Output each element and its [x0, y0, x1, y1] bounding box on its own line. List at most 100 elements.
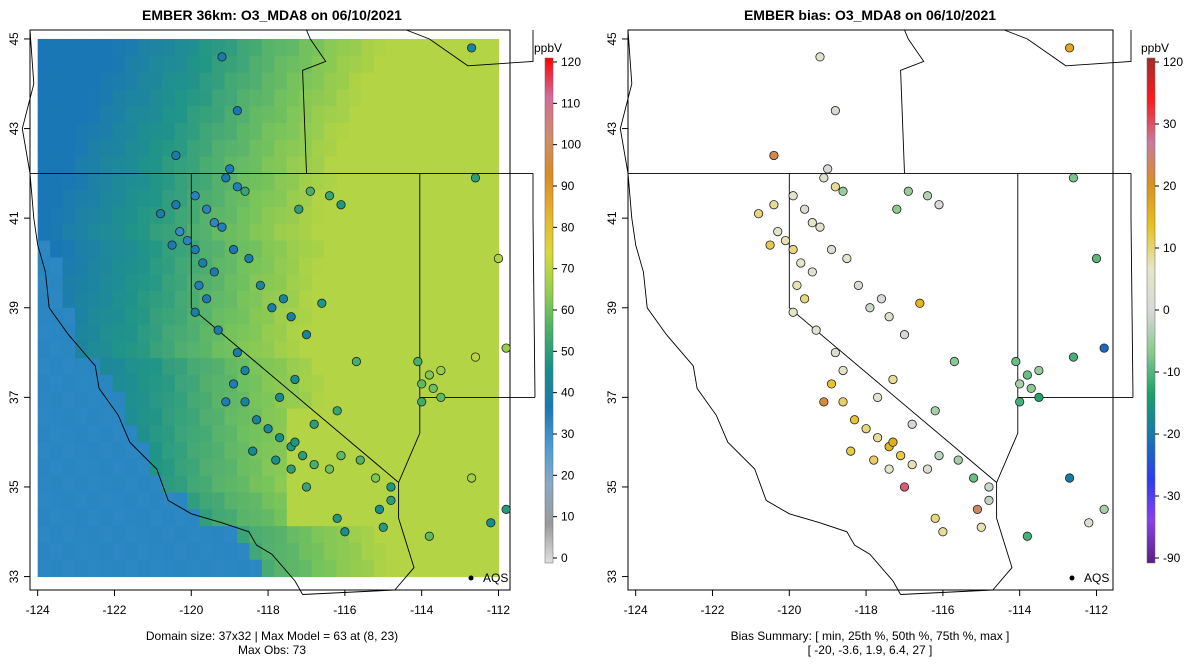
bias-site-marker [800, 294, 810, 304]
right-y-axis: 45 43 41 39 37 35 33 [605, 32, 628, 583]
obs-site-marker [374, 504, 385, 514]
obs-site-marker [470, 173, 481, 183]
obs-site-marker [155, 209, 166, 219]
obs-site-marker [190, 244, 200, 255]
obs-site-marker [332, 406, 342, 416]
obs-site-marker [167, 240, 177, 250]
y-tick-label: 43 [7, 122, 21, 136]
bias-site-marker [823, 164, 833, 174]
bias-site-marker [807, 267, 817, 277]
bias-site-marker [838, 397, 848, 407]
bias-site-marker [930, 406, 940, 416]
bias-site-marker [899, 482, 910, 492]
obs-site-marker [351, 356, 361, 367]
bias-site-marker [769, 200, 779, 210]
colorbar-tick-label: 10 [561, 510, 575, 524]
obs-site-marker [317, 298, 327, 308]
obs-site-marker [248, 446, 258, 456]
obs-site-marker [251, 415, 262, 425]
bias-site-marker [1084, 518, 1094, 528]
bias-site-marker [1091, 253, 1102, 264]
bias-site-marker [873, 433, 883, 443]
obs-site-marker [244, 253, 254, 264]
x-tick-label: -114 [1008, 603, 1031, 617]
obs-site-marker [466, 473, 477, 483]
x-tick-label: -120 [777, 603, 801, 617]
obs-site-marker [424, 370, 434, 380]
y-tick-label: 37 [7, 390, 21, 404]
bias-site-marker [815, 52, 825, 62]
bias-site-marker [811, 325, 821, 335]
obs-site-marker [301, 330, 312, 340]
left-footer-line2: Max Obs: 73 [238, 643, 306, 657]
obs-site-marker [213, 325, 223, 335]
bias-site-marker [1015, 397, 1025, 407]
right-colorbar-unit: ppbV [1141, 41, 1169, 55]
obs-site-marker [436, 365, 446, 376]
y-tick-label: 45 [605, 32, 619, 46]
left-panel-title: EMBER 36km: O3_MDA8 on 06/10/2021 [142, 7, 402, 23]
y-tick-label: 41 [7, 211, 21, 225]
obs-site-marker [470, 352, 481, 362]
obs-site-marker [486, 518, 496, 528]
left-observation-sites [155, 43, 511, 541]
obs-site-marker [202, 204, 212, 214]
obs-site-marker [324, 191, 335, 201]
bias-site-marker [1068, 352, 1079, 362]
bias-site-marker [846, 446, 856, 456]
bias-site-marker [972, 504, 983, 514]
right-colorbar: ppbV 120 30 20 10 0 -10 -20 -30 -90 [1141, 41, 1183, 565]
obs-site-marker [286, 312, 296, 322]
left-footer-line1: Domain size: 37x32 | Max Model = 63 at (… [146, 629, 398, 643]
obs-site-marker [428, 383, 438, 393]
colorbar-tick-label: 30 [1163, 117, 1177, 131]
obs-site-marker [209, 267, 219, 277]
bias-site-marker [953, 455, 963, 465]
bias-site-marker [888, 374, 898, 385]
bias-site-marker [949, 356, 959, 367]
bias-site-marker [830, 182, 840, 192]
obs-site-marker [171, 200, 181, 210]
right-panel-title: EMBER bias: O3_MDA8 on 06/10/2021 [744, 7, 996, 23]
colorbar-tick-label: -10 [1163, 365, 1181, 379]
right-colorbar-bar [1146, 57, 1156, 564]
left-colorbar-bar [544, 57, 554, 564]
bias-site-marker [1099, 343, 1109, 353]
bias-site-marker [830, 347, 840, 358]
y-tick-label: 45 [7, 32, 21, 46]
obs-site-marker [378, 522, 388, 532]
obs-site-marker [275, 433, 285, 443]
obs-site-marker [190, 191, 200, 201]
y-tick-label: 37 [605, 390, 619, 404]
right-colorbar-ticks: 120 30 20 10 0 -10 -20 -30 -90 [1155, 55, 1183, 565]
x-tick-label: -112 [1085, 603, 1108, 617]
bias-site-marker [907, 459, 917, 470]
x-tick-label: -124 [624, 603, 648, 617]
y-tick-label: 35 [7, 480, 21, 494]
bias-site-marker [773, 227, 783, 237]
bias-site-marker [1015, 379, 1025, 389]
obs-site-marker [424, 531, 434, 541]
bias-site-marker [838, 365, 848, 376]
obs-site-marker [290, 437, 300, 447]
left-plot-frame [29, 29, 511, 591]
bias-site-marker [765, 240, 775, 250]
obs-site-marker [286, 464, 296, 474]
obs-site-marker [301, 482, 312, 492]
obs-site-marker [332, 513, 342, 523]
bias-site-marker [796, 258, 806, 268]
obs-site-marker [413, 356, 423, 367]
obs-site-marker [209, 218, 219, 228]
bias-site-marker [884, 464, 894, 474]
colorbar-tick-label: 0 [561, 551, 568, 565]
obs-site-marker [305, 186, 315, 196]
bias-site-marker [976, 522, 986, 532]
x-tick-label: -118 [257, 603, 280, 617]
left-aqs-marker [468, 575, 474, 581]
obs-site-marker [202, 294, 212, 304]
bias-site-marker [938, 527, 948, 537]
obs-site-marker [290, 374, 300, 385]
y-tick-label: 33 [605, 570, 619, 584]
x-tick-label: -112 [487, 603, 510, 617]
